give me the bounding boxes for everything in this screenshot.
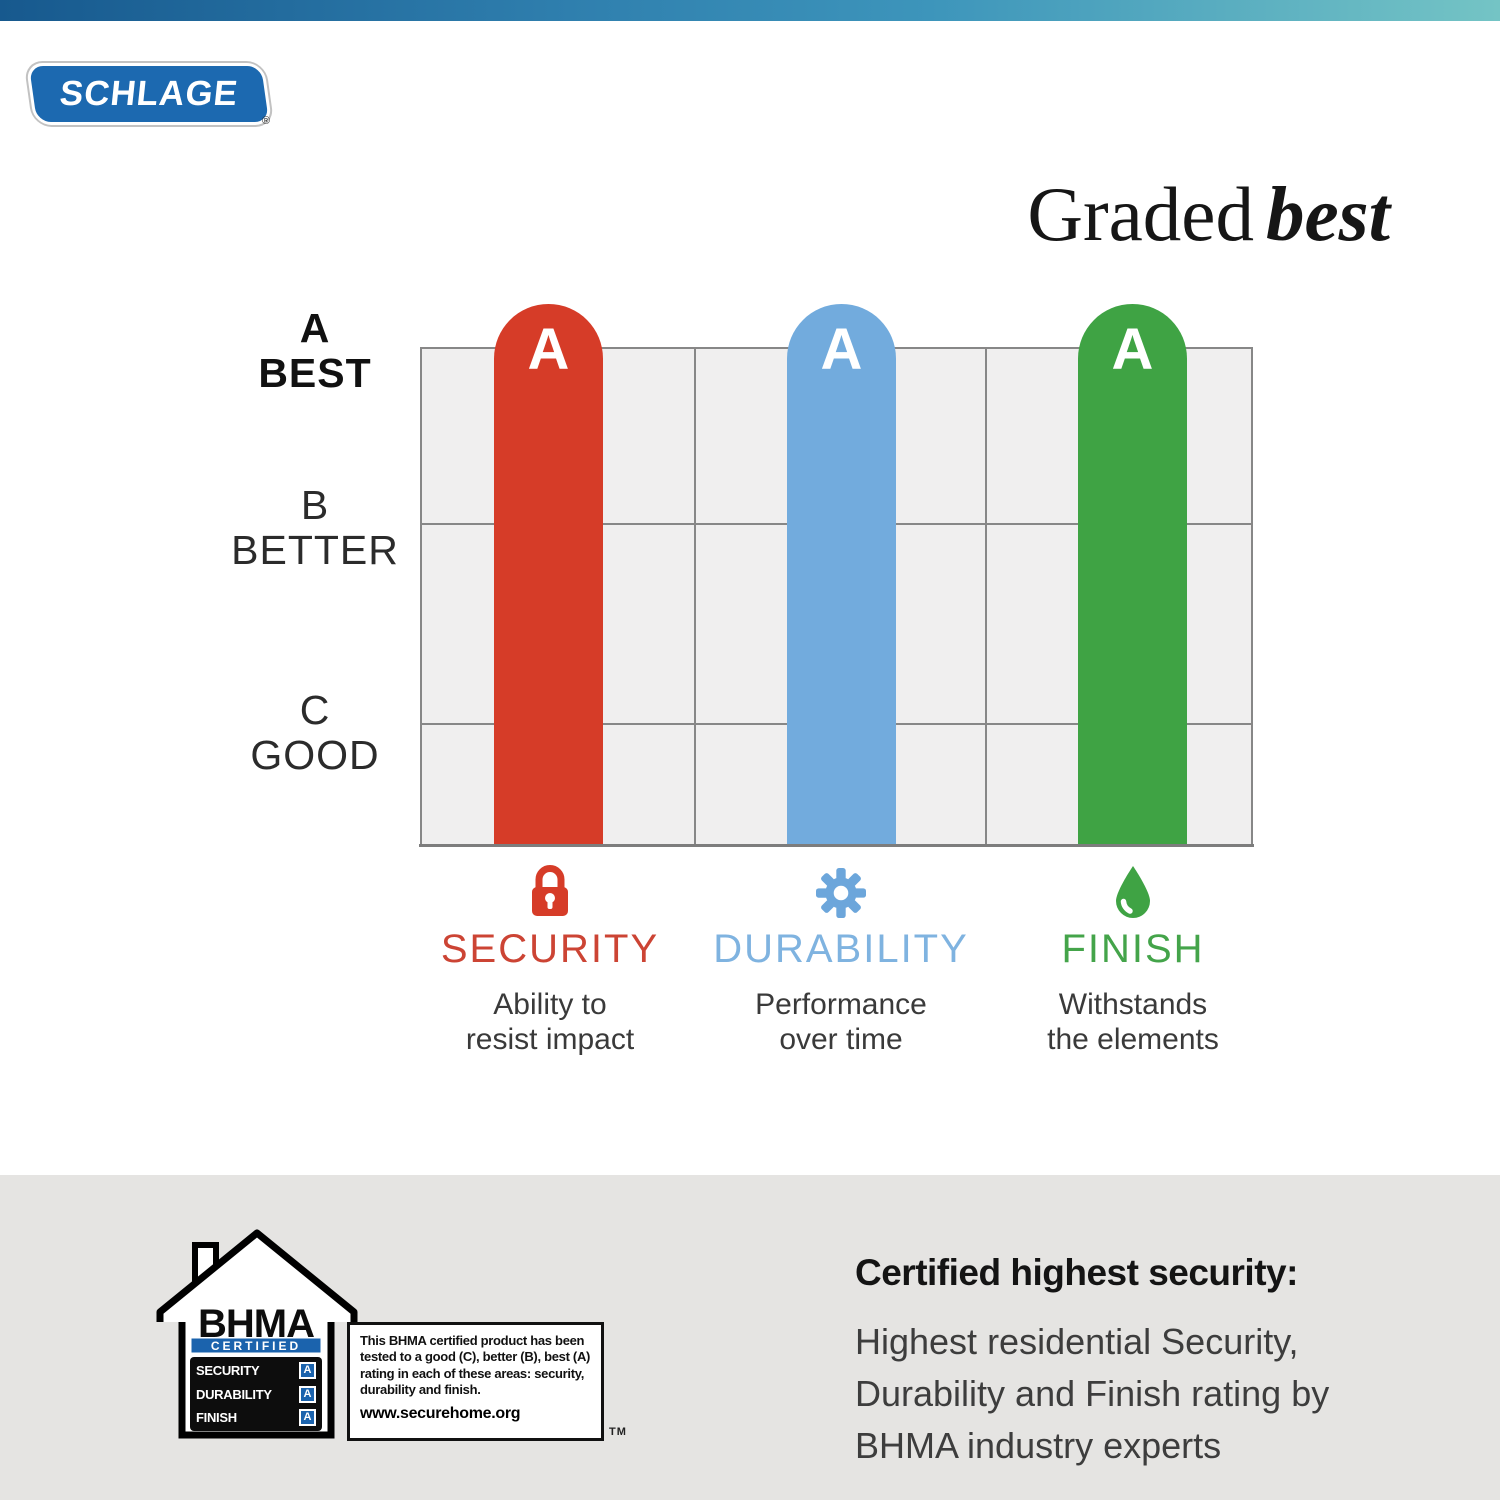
claim-line-1: Highest residential Security, [855,1321,1299,1362]
durability-icon-wrap [816,860,866,918]
y-axis-label-b-better: B BETTER [205,483,425,573]
finish-description: Withstands the elements [1047,987,1219,1057]
finish-desc-line1: Withstands [1058,988,1208,1021]
y-grade-a: A [299,305,331,351]
lock-icon [532,865,568,916]
y-axis-label-a-best: A BEST [205,306,425,396]
bar-finish: A [1078,304,1187,845]
bar-security-grade: A [527,317,570,382]
finish-label: FINISH [1061,927,1205,971]
durability-desc-line1: Performance [755,988,927,1021]
registered-mark: ® [261,115,270,127]
bhma-certified-badge: BHMA CERTIFIED SECURITY A DURABILITY A F… [156,1228,360,1440]
bhma-rating-label: SECURITY [196,1363,260,1378]
bhma-rating-row: FINISH A [196,1409,316,1426]
security-description: Ability to resist impact [466,987,634,1057]
durability-desc-line2: over time [779,1023,903,1056]
bar-finish-grade: A [1111,317,1154,382]
y-grade-b: B [300,482,330,528]
bhma-ratings-box: SECURITY A DURABILITY A FINISH A [190,1357,322,1431]
gear-icon [816,868,866,918]
droplet-icon [1116,866,1150,918]
finish-desc-line2: the elements [1047,1023,1219,1056]
title-emphasis: best [1265,171,1390,257]
page-title: Graded best [1027,170,1390,259]
bar-durability: A [787,304,896,845]
bhma-rating-grade-badge: A [299,1385,316,1403]
gridline-v-left [420,347,422,845]
gridline-v-mid2 [985,347,987,845]
securehome-url: www.securehome.org [360,1405,521,1422]
y-axis-label-c-good: C GOOD [205,688,425,778]
gridline-v-mid1 [694,347,696,845]
security-icon-wrap [525,860,575,918]
bhma-rating-grade-badge: A [299,1409,316,1426]
bhma-rating-label: DURABILITY [196,1386,272,1402]
column-finish: FINISH Withstands the elements [983,860,1283,1057]
y-word-best: BEST [258,350,372,396]
durability-description: Performance over time [755,987,927,1057]
trademark-mark: TM [609,1426,627,1438]
top-gradient-bar [0,0,1500,21]
y-word-good: GOOD [250,732,380,778]
bhma-rating-row: SECURITY A [196,1362,316,1379]
durability-label: DURABILITY [713,927,969,971]
title-regular: Graded [1027,171,1254,257]
bhma-rating-label: FINISH [196,1410,237,1425]
column-durability: DURABILITY Performance over time [691,860,991,1057]
claim-line-2: Durability and Finish rating by [855,1373,1330,1414]
bar-durability-grade: A [820,317,863,382]
bar-security: A [494,304,603,845]
y-grade-c: C [299,687,331,733]
chart-baseline [419,844,1254,847]
security-label: SECURITY [440,927,660,971]
bhma-rating-row: DURABILITY A [196,1385,316,1403]
finish-icon-wrap [1113,860,1153,918]
bhma-info-box: This BHMA certified product has been tes… [347,1322,604,1441]
claim-heading: Certified highest security: [855,1252,1298,1293]
security-desc-line2: resist impact [465,1023,635,1056]
schlage-logo-text: SCHLAGE [57,74,241,113]
gridline-v-right [1251,347,1253,845]
column-security: SECURITY Ability to resist impact [400,860,700,1057]
y-word-better: BETTER [231,527,399,573]
bhma-rating-grade-badge: A [299,1362,316,1379]
schlage-logo: SCHLAGE ® [25,63,273,127]
claim-line-3: BHMA industry experts [855,1425,1222,1466]
footer-band: BHMA CERTIFIED SECURITY A DURABILITY A F… [0,1175,1500,1500]
claim-body: Highest residential Security, Durability… [855,1316,1329,1472]
bhma-certified-bar: CERTIFIED [190,1337,322,1354]
security-desc-line1: Ability to [493,988,607,1021]
bhma-info-paragraph: This BHMA certified product has been tes… [360,1333,591,1397]
